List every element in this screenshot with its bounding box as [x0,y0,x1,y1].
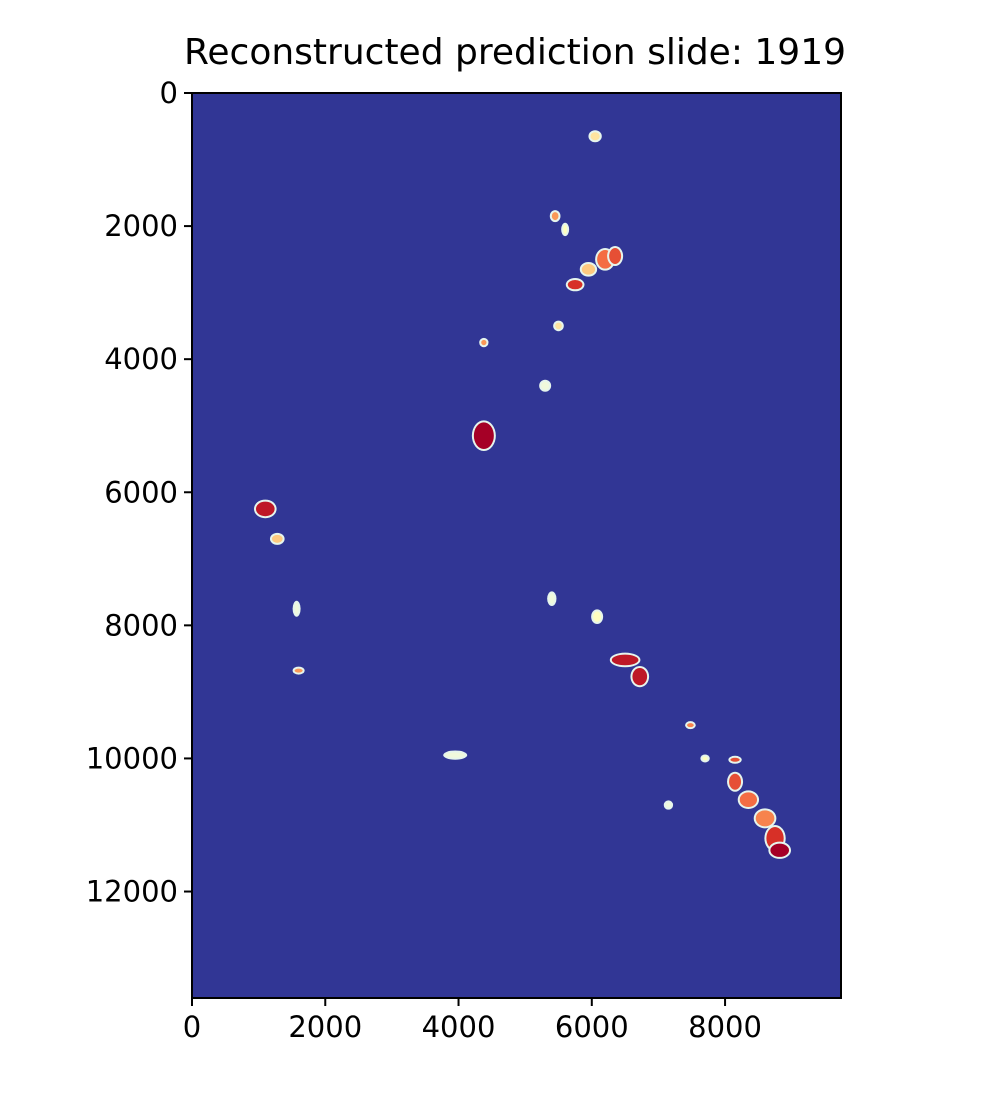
region [255,501,275,517]
region [590,132,600,141]
y-tick-label: 2000 [104,209,178,243]
x-tick-label: 0 [183,1010,201,1044]
region [541,381,550,390]
region [687,723,694,728]
x-tick-label: 4000 [422,1010,496,1044]
region [739,792,758,808]
plot-background [192,93,841,998]
y-tick-label: 0 [160,76,178,110]
region [563,224,568,235]
region [567,279,583,290]
region [549,593,555,605]
y-axis: 0 2000 4000 6000 8000 10000 12000 [86,76,192,909]
region [609,248,622,265]
region [702,756,708,761]
prediction-regions [253,130,792,859]
region [473,422,494,450]
region [730,757,740,762]
x-tick-label: 2000 [288,1010,362,1044]
region [294,602,299,615]
region [271,534,283,543]
y-tick-label: 8000 [104,608,178,642]
y-tick-label: 10000 [86,741,178,775]
x-axis: 0 2000 4000 6000 8000 [183,998,762,1044]
y-tick-label: 4000 [104,342,178,376]
x-tick-label: 6000 [555,1010,629,1044]
region [632,667,648,686]
region [445,752,466,758]
x-tick-label: 8000 [688,1010,762,1044]
region [481,339,487,346]
region [770,843,790,857]
plot-frame [191,92,842,999]
chart-title: Reconstructed prediction slide: 1919 [184,32,846,73]
y-tick-label: 6000 [104,475,178,509]
y-tick-label: 12000 [86,875,178,909]
region [551,212,559,221]
region [294,668,303,673]
region [729,773,742,790]
region [555,322,562,330]
region [593,611,602,623]
region [755,810,775,827]
region [665,802,672,808]
region [581,264,596,275]
region [611,654,639,666]
